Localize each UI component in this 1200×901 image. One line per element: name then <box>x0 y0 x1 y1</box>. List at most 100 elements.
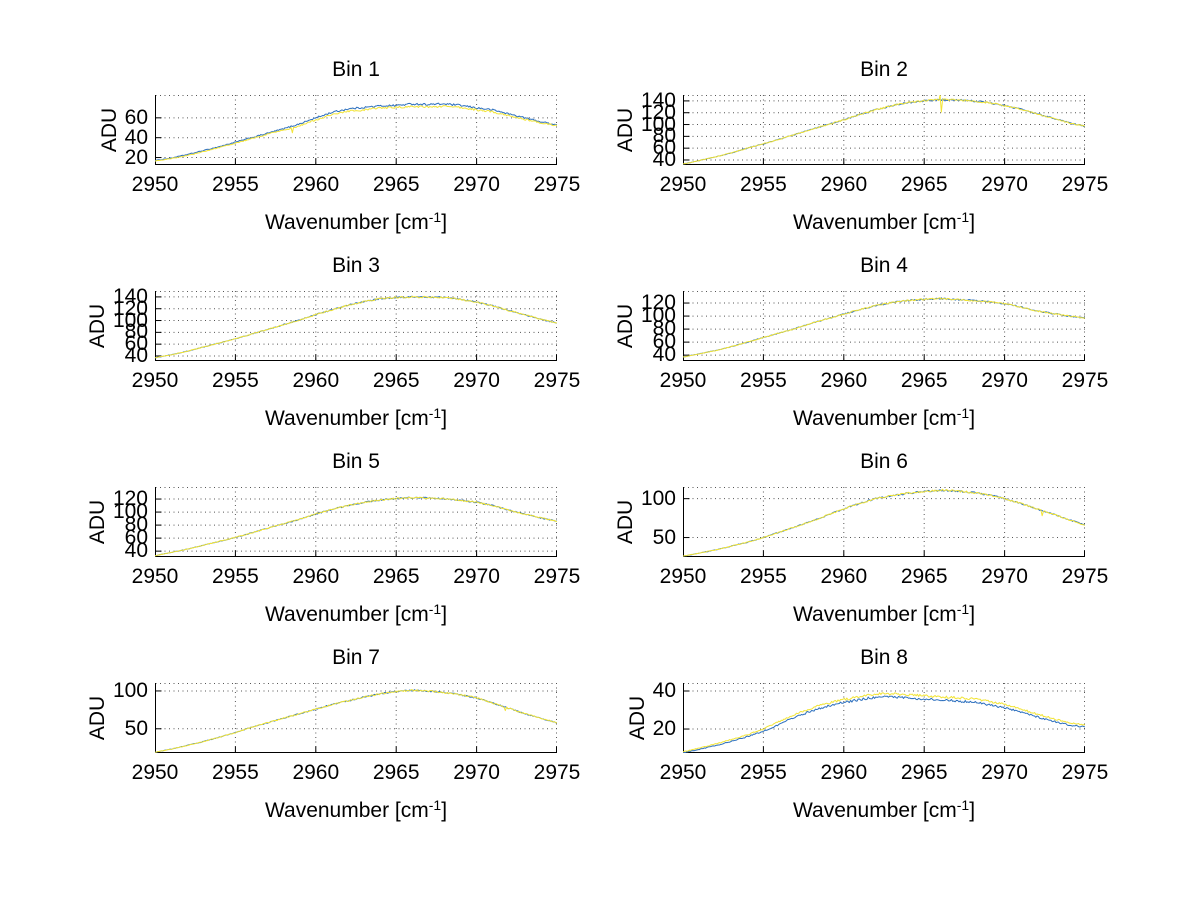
x-tick-label: 2950 <box>659 369 707 392</box>
x-tick-label: 2975 <box>1061 565 1109 588</box>
x-tick-label: 2955 <box>212 369 259 392</box>
x-tick-label: 2960 <box>820 173 868 196</box>
trace-blue <box>155 295 557 359</box>
x-tick-label: 2960 <box>820 761 868 784</box>
y-tick-label: 40 <box>124 343 148 367</box>
plot-title: Bin 5 <box>332 450 380 473</box>
y-tick-label: 20 <box>652 717 676 741</box>
plot-area <box>683 291 1085 361</box>
x-axis-label: Wavenumber [cm-1] <box>264 209 448 234</box>
y-tick-label: 100 <box>640 112 676 136</box>
x-axis-label: Wavenumber [cm-1] <box>792 797 976 822</box>
plot-area <box>155 95 557 165</box>
y-tick-label: 60 <box>124 105 148 129</box>
x-tick-label: 2975 <box>533 761 581 784</box>
x-tick-label: 2950 <box>659 565 707 588</box>
x-tick-label: 2975 <box>533 565 581 588</box>
y-tick-label: 120 <box>640 291 676 315</box>
x-axis-label: Wavenumber [cm-1] <box>792 601 976 626</box>
x-tick-label: 2970 <box>981 565 1028 588</box>
y-tick-label: 100 <box>640 486 676 510</box>
plot-title: Bin 1 <box>332 58 380 81</box>
y-tick-label: 120 <box>112 487 148 511</box>
y-tick-label: 120 <box>112 296 148 320</box>
y-tick-label: 40 <box>652 678 676 702</box>
x-tick-label: 2950 <box>659 173 707 196</box>
x-tick-label: 2950 <box>131 369 179 392</box>
plot-title: Bin 3 <box>332 254 380 277</box>
plot-title: Bin 8 <box>860 646 908 669</box>
x-tick-label: 2970 <box>453 565 500 588</box>
x-tick-label: 2965 <box>372 761 420 784</box>
x-tick-label: 2955 <box>740 369 787 392</box>
trace-blue <box>155 496 557 557</box>
x-tick-label: 2960 <box>292 173 340 196</box>
x-tick-label: 2960 <box>820 369 868 392</box>
x-tick-label: 2950 <box>131 565 179 588</box>
x-tick-label: 2965 <box>372 565 420 588</box>
y-tick-label: 80 <box>124 320 148 344</box>
trace-blue <box>155 102 557 162</box>
trace-yellow <box>155 105 557 162</box>
y-tick-label: 20 <box>124 145 148 169</box>
trace-yellow <box>683 692 1085 753</box>
y-tick-label: 140 <box>640 88 676 112</box>
x-tick-label: 2975 <box>1061 761 1109 784</box>
x-tick-label: 2960 <box>820 565 868 588</box>
y-tick-label: 140 <box>112 284 148 308</box>
y-tick-label: 120 <box>640 100 676 124</box>
trace-yellow <box>155 295 557 359</box>
x-tick-label: 2975 <box>533 173 581 196</box>
x-tick-label: 2960 <box>292 761 340 784</box>
y-tick-label: 60 <box>652 330 676 354</box>
plot-area <box>155 683 557 753</box>
x-axis-label: Wavenumber [cm-1] <box>264 601 448 626</box>
x-axis-label: Wavenumber [cm-1] <box>264 405 448 430</box>
trace-blue <box>683 695 1085 753</box>
y-tick-label: 60 <box>652 136 676 160</box>
plot-title: Bin 4 <box>860 254 908 277</box>
x-tick-label: 2970 <box>453 761 500 784</box>
y-tick-label: 50 <box>124 716 148 740</box>
plot-area <box>683 95 1085 165</box>
y-tick-label: 100 <box>640 304 676 328</box>
x-tick-label: 2970 <box>981 369 1028 392</box>
x-tick-label: 2955 <box>740 761 787 784</box>
y-tick-label: 100 <box>112 308 148 332</box>
trace-yellow <box>683 297 1085 358</box>
y-tick-label: 80 <box>652 317 676 341</box>
x-tick-label: 2955 <box>212 565 259 588</box>
x-tick-label: 2955 <box>212 761 259 784</box>
plot-title: Bin 7 <box>332 646 380 669</box>
trace-yellow <box>683 488 1085 557</box>
plot-area <box>155 487 557 557</box>
x-tick-label: 2970 <box>981 761 1028 784</box>
y-tick-label: 40 <box>124 125 148 149</box>
x-tick-label: 2955 <box>740 173 787 196</box>
x-tick-label: 2955 <box>740 565 787 588</box>
x-tick-label: 2965 <box>900 761 948 784</box>
y-tick-label: 40 <box>124 539 148 563</box>
x-axis-label: Wavenumber [cm-1] <box>792 209 976 234</box>
x-axis-label: Wavenumber [cm-1] <box>264 797 448 822</box>
plot-title: Bin 6 <box>860 450 908 473</box>
x-tick-label: 2950 <box>659 761 707 784</box>
y-tick-label: 60 <box>124 332 148 356</box>
x-tick-label: 2970 <box>453 173 500 196</box>
y-tick-label: 100 <box>112 678 148 702</box>
y-tick-label: 60 <box>124 526 148 550</box>
y-tick-label: 40 <box>652 147 676 171</box>
trace-blue <box>683 489 1085 557</box>
trace-yellow <box>683 95 1085 165</box>
plot-area <box>683 683 1085 753</box>
y-tick-label: 40 <box>652 343 676 367</box>
y-tick-label: 80 <box>124 513 148 537</box>
x-tick-label: 2965 <box>372 173 420 196</box>
y-tick-label: 50 <box>652 525 676 549</box>
x-tick-label: 2965 <box>900 369 948 392</box>
x-tick-label: 2975 <box>533 369 581 392</box>
x-tick-label: 2965 <box>372 369 420 392</box>
x-tick-label: 2975 <box>1061 173 1109 196</box>
x-tick-label: 2970 <box>453 369 500 392</box>
